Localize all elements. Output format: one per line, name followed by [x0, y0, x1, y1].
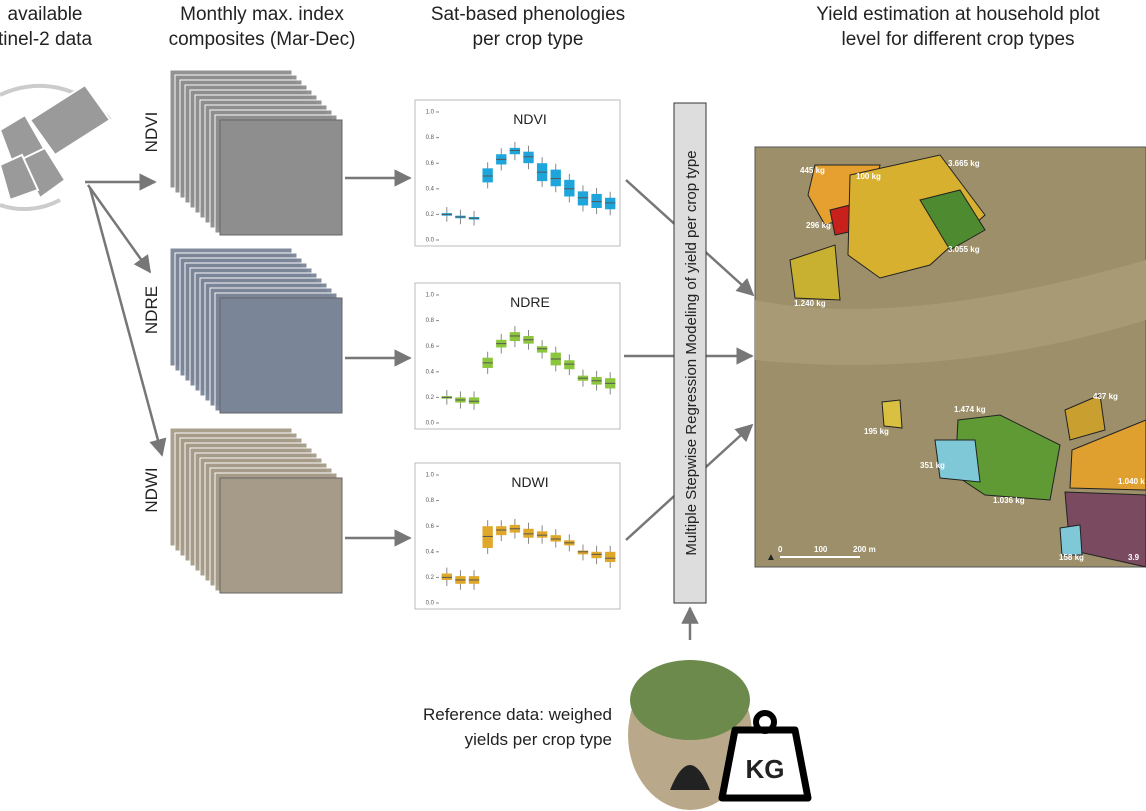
photo-trees — [630, 660, 750, 740]
arrows — [85, 169, 755, 640]
header: per crop type — [473, 29, 584, 50]
satellite-icon — [0, 83, 112, 211]
y-tick-label: 0.8 — [426, 318, 435, 324]
kg-text: KG — [746, 754, 785, 784]
model-box — [673, 102, 707, 604]
scale-label: 100 — [814, 545, 828, 554]
y-tick-label: 0.6 — [426, 161, 435, 167]
box — [591, 551, 602, 559]
y-tick-label: 0.2 — [426, 395, 435, 401]
y-tick-label: 1.0 — [426, 293, 435, 299]
y-tick-label: 1.0 — [426, 473, 435, 479]
plot-title: NDVI — [513, 111, 546, 127]
reference-text: yields per crop type — [465, 730, 612, 749]
map-label: 437 kg — [1093, 392, 1118, 401]
plot-frame — [414, 462, 621, 610]
header: tinel-2 data — [0, 29, 92, 50]
kg-handle — [753, 710, 777, 734]
map-label: 195 kg — [864, 427, 889, 436]
y-tick-label: 0.0 — [426, 421, 435, 427]
plot-frame — [414, 99, 621, 247]
y-tick-label: 0.6 — [426, 344, 435, 350]
box — [509, 332, 521, 342]
y-tick-label: 0.4 — [426, 369, 435, 375]
y-tick-label: 1.0 — [426, 110, 435, 116]
kg-icon — [718, 726, 812, 802]
stack-label: NDRE — [142, 286, 161, 334]
map-label: 1.240 kg — [794, 299, 826, 308]
map-label: 3.055 kg — [948, 245, 980, 254]
map-label: 100 kg — [856, 172, 881, 181]
map-label: 3.665 kg — [948, 159, 980, 168]
box — [496, 526, 507, 536]
box — [550, 535, 561, 542]
box — [482, 168, 493, 183]
header: Sat-based phenologies — [431, 4, 625, 25]
y-tick-label: 0.8 — [426, 135, 435, 141]
scale-label: 200 m — [853, 545, 876, 554]
box — [577, 550, 589, 555]
y-tick-label: 0.2 — [426, 575, 435, 581]
map-label: 296 kg — [806, 221, 831, 230]
map-label: 1.040 k — [1118, 477, 1145, 486]
photo-bag — [670, 765, 710, 790]
plot-frame — [414, 282, 621, 430]
box — [564, 360, 575, 370]
box — [591, 193, 602, 208]
plot-title: NDRE — [510, 294, 550, 310]
box — [536, 531, 548, 538]
y-tick-label: 0.0 — [426, 601, 435, 607]
stack-label: NDWI — [142, 467, 161, 512]
model-label: Multiple Stepwise Regression Modeling of… — [683, 150, 700, 555]
box — [550, 169, 561, 187]
box — [509, 147, 521, 155]
y-tick-label: 0.6 — [426, 524, 435, 530]
box — [523, 528, 534, 538]
box — [523, 151, 534, 164]
box — [536, 346, 548, 353]
stack-label: NDVI — [142, 112, 161, 153]
map-label: 351 kg — [920, 461, 945, 470]
box — [482, 526, 493, 548]
image-layer — [219, 119, 343, 236]
map-label: 3.9 — [1128, 553, 1140, 562]
header: Yield estimation at household plot — [816, 4, 1100, 25]
y-tick-label: 0.2 — [426, 212, 435, 218]
header: available — [8, 4, 83, 25]
header: level for different crop types — [841, 29, 1074, 50]
image-layer — [219, 477, 343, 594]
box — [605, 197, 616, 210]
box — [577, 191, 589, 206]
header: Monthly max. index — [180, 4, 344, 25]
map-label: 1.036 kg — [993, 496, 1025, 505]
image-layer — [219, 297, 343, 414]
y-tick-label: 0.4 — [426, 549, 435, 555]
box — [605, 551, 616, 563]
svg-text:▲: ▲ — [766, 552, 776, 563]
map-label: 158 kg — [1059, 553, 1084, 562]
box — [564, 179, 575, 197]
scale-label: 0 — [778, 545, 783, 554]
box — [468, 397, 480, 404]
y-tick-label: 0.0 — [426, 238, 435, 244]
map: ▲ — [754, 146, 1146, 568]
map-label: 445 kg — [800, 166, 825, 175]
y-tick-label: 0.4 — [426, 186, 435, 192]
y-tick-label: 0.8 — [426, 498, 435, 504]
box — [441, 573, 452, 580]
map-label: 1.474 kg — [954, 405, 986, 414]
header: composites (Mar-Dec) — [169, 29, 356, 50]
plot-title: NDWI — [511, 474, 548, 490]
reference-text: Reference data: weighed — [423, 705, 612, 724]
